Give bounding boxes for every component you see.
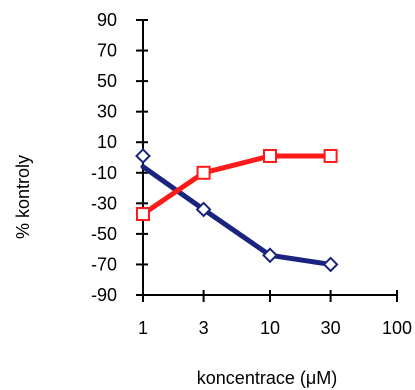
x-tick-label: 100 (382, 318, 412, 338)
x-axis-title: koncentrace (μM) (197, 368, 337, 388)
series-2-line (140, 153, 334, 217)
series-1-point (322, 256, 339, 273)
y-tick-label: 90 (97, 10, 117, 30)
series-2-point (263, 148, 277, 163)
series-2-point (196, 165, 211, 180)
y-tick-label: -50 (91, 224, 117, 244)
y-tick-label: -10 (91, 163, 117, 183)
axes: 90 70 50 30 10 -10 -30 -50 -70 -90 1 3 10 30 100 (91, 10, 412, 338)
y-tick-label: 10 (97, 132, 117, 152)
series-1-line (140, 164, 334, 267)
y-tick-label: 30 (97, 102, 117, 122)
y-tick-label: 70 (97, 41, 117, 61)
x-tick-label: 30 (321, 318, 341, 338)
labels-layer: % kontroly koncentrace (μM) (13, 155, 337, 388)
series-2-point (136, 207, 150, 222)
y-axis-title: % kontroly (13, 155, 33, 239)
series-2-point (323, 148, 338, 163)
x-tick-label: 3 (199, 318, 209, 338)
y-tick-label: -30 (91, 193, 117, 213)
series-layer (135, 148, 339, 273)
y-tick-label: -70 (91, 254, 117, 274)
x-tick-label: 1 (138, 318, 148, 338)
series-1-point (262, 247, 278, 264)
y-tick-label: 50 (97, 71, 117, 91)
y-tick-label: -90 (91, 285, 117, 305)
series-1-point (195, 201, 212, 218)
series-1-point (135, 148, 151, 164)
x-tick-label: 10 (260, 318, 280, 338)
